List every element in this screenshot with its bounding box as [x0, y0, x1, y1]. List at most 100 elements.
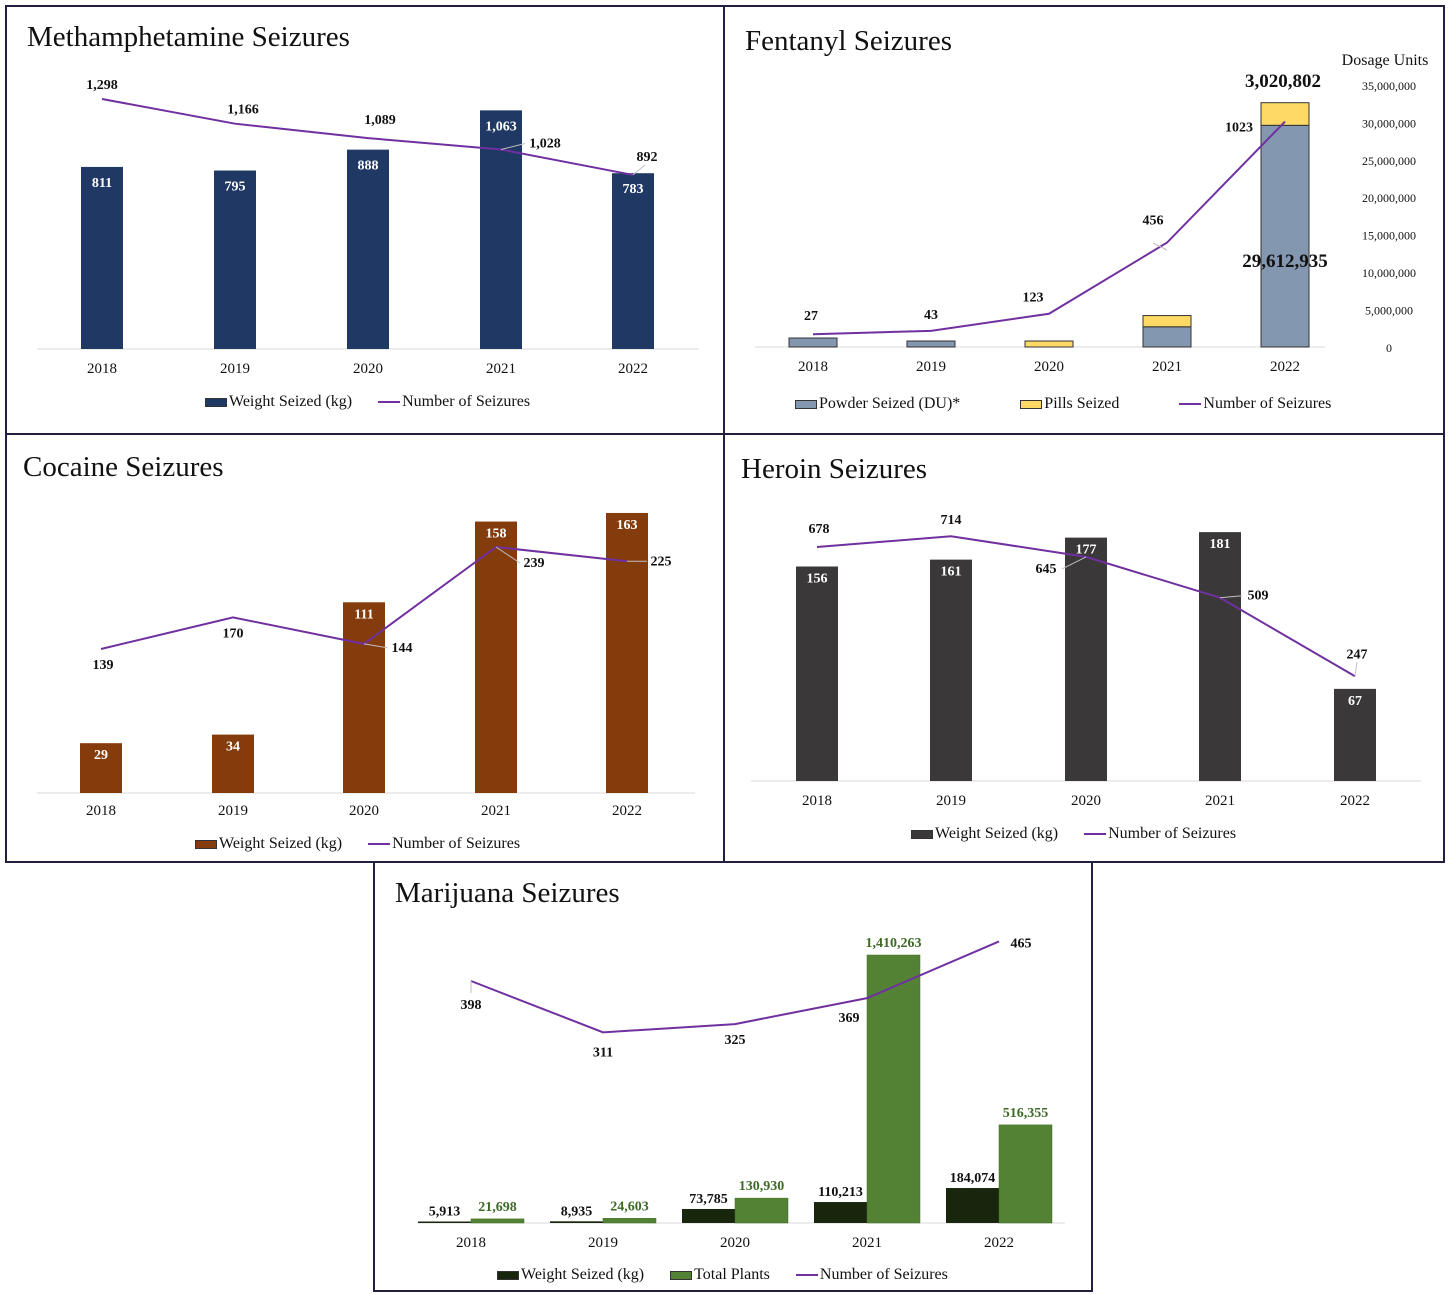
bar-data-label: 67 [1348, 694, 1362, 709]
bar [1065, 537, 1107, 781]
line-data-label: 1,028 [529, 136, 561, 151]
legend-weight: Weight Seized (kg) [195, 835, 342, 853]
y2-tick-label: 25,000,000 [1362, 154, 1416, 168]
x-tick-label: 2020 [349, 803, 379, 819]
leader-line [1354, 662, 1358, 677]
leader-line [1219, 595, 1243, 599]
bar-data-label: 811 [92, 176, 112, 191]
x-tick-label: 2018 [802, 793, 832, 809]
line-data-label: 456 [1143, 214, 1164, 229]
x-tick-label: 2022 [612, 803, 642, 819]
legend-seizures: Number of Seizures [795, 1266, 948, 1284]
legend-seizures: Number of Seizures [368, 835, 520, 853]
bar-data-label: 111 [354, 607, 373, 622]
x-tick-label: 2019 [936, 793, 966, 809]
line-data-label: 43 [924, 308, 938, 323]
meth-chart: 811 795 888 1,063 783 1,298 1,166 1,089 1,028 892… [37, 78, 699, 377]
bar [612, 173, 654, 349]
legend-powder: Powder Seized (DU)* [795, 395, 960, 413]
powder-bar [1142, 326, 1192, 348]
seizures-line [812, 120, 1286, 336]
x-tick-label: 2022 [984, 1235, 1014, 1251]
bar-data-label: 34 [226, 740, 240, 755]
y2-tick-label: 0 [1386, 341, 1392, 355]
fentanyl-title: Fentanyl Seizures [745, 25, 952, 57]
line-data-label: 465 [1011, 936, 1032, 951]
plants-data-label: 24,603 [610, 1199, 649, 1214]
leader-line [1061, 556, 1087, 570]
bar-data-label: 783 [623, 182, 644, 197]
y2-tick-label: 5,000,000 [1365, 303, 1413, 317]
x-tick-label: 2021 [1205, 793, 1235, 809]
line-data-label: 123 [1023, 291, 1044, 306]
plants-data-label: 21,698 [478, 1200, 517, 1215]
weight-bar [946, 1188, 999, 1223]
x-tick-label: 2021 [1152, 359, 1182, 375]
bar [930, 559, 972, 781]
y2-tick-label: 10,000,000 [1362, 266, 1416, 280]
bar-data-label: 156 [807, 572, 828, 587]
x-tick-label: 2019 [588, 1235, 618, 1251]
line-data-label: 714 [941, 513, 962, 528]
legend-pills: Pills Seized [1020, 395, 1119, 413]
pills-bar [1142, 315, 1192, 328]
line-data-label: 1,089 [364, 113, 396, 128]
seizures-line [470, 940, 1000, 1034]
legend-weight: Weight Seized (kg) [497, 1266, 644, 1284]
fentanyl-legend: Powder Seized (DU)* Pills Seized Number … [795, 395, 1331, 413]
powder-bar [906, 340, 956, 348]
line-data-label: 645 [1036, 562, 1057, 577]
bar [1199, 532, 1241, 781]
seizures-line [101, 98, 634, 176]
y2-tick-label: 35,000,000 [1362, 79, 1416, 93]
leader-line [495, 546, 521, 564]
bar [214, 170, 256, 349]
meth-title: Methamphetamine Seizures [27, 21, 350, 53]
bar-data-label: 161 [941, 565, 962, 580]
powder-total-label: 29,612,935 [1242, 251, 1328, 272]
bar-data-label: 29 [94, 748, 108, 763]
plants-bar [998, 1124, 1053, 1224]
bar-data-label: 181 [1210, 537, 1231, 552]
line-data-label: 1,166 [227, 103, 259, 118]
x-tick-label: 2019 [916, 359, 946, 375]
weight-bar [418, 1221, 471, 1223]
line-data-label: 27 [804, 309, 818, 324]
bar-data-label: 177 [1076, 543, 1097, 558]
bar [475, 521, 517, 793]
heroin-legend: Weight Seized (kg) Number of Seizures [911, 825, 1236, 843]
marijuana-panel: 5,913 21,698 8,935 24,603 73,785 130,930 110,2… [373, 861, 1093, 1292]
plants-data-label: 516,355 [1003, 1106, 1049, 1121]
plants-bar [602, 1218, 657, 1224]
y2-axis-label: Dosage Units [1342, 52, 1429, 69]
bar-data-label: 795 [225, 180, 246, 195]
bar-data-label: 163 [617, 518, 638, 533]
x-tick-label: 2018 [87, 361, 117, 377]
legend-seizures: Number of Seizures [378, 393, 530, 411]
plants-bar [866, 954, 921, 1224]
bar [343, 602, 385, 793]
x-tick-label: 2021 [852, 1235, 882, 1251]
leader-line [363, 643, 389, 649]
meth-panel: 811 795 888 1,063 783 1,298 1,166 1,089 1,028 892… [5, 5, 725, 435]
line-data-label: 509 [1248, 589, 1269, 604]
line-data-label: 170 [223, 626, 244, 641]
cocaine-chart: 29 34 111 158 163 139 170 144 239 225 2018 2019 2020… [37, 512, 695, 819]
marijuana-chart: 5,913 21,698 8,935 24,603 73,785 130,930 110,2… [417, 936, 1065, 1251]
heroin-panel: 156 161 177 181 67 678 714 645 509 247 2018 2019 202… [723, 433, 1445, 863]
fentanyl-chart: 35,000,000 30,000,000 25,000,000 20,000,000… [755, 52, 1429, 375]
x-tick-label: 2020 [720, 1235, 750, 1251]
powder-bar [788, 337, 838, 348]
bar [606, 512, 648, 793]
meth-legend: Weight Seized (kg) Number of Seizures [205, 393, 530, 411]
bar [796, 566, 838, 781]
leader-line [500, 143, 526, 150]
x-tick-label: 2018 [86, 803, 116, 819]
x-tick-label: 2022 [618, 361, 648, 377]
plants-bar [734, 1197, 789, 1224]
line-data-label: 369 [839, 1011, 860, 1026]
x-tick-label: 2021 [486, 361, 516, 377]
line-data-label: 311 [593, 1045, 613, 1060]
weight-data-label: 73,785 [689, 1192, 728, 1207]
bar-data-label: 888 [358, 159, 379, 174]
